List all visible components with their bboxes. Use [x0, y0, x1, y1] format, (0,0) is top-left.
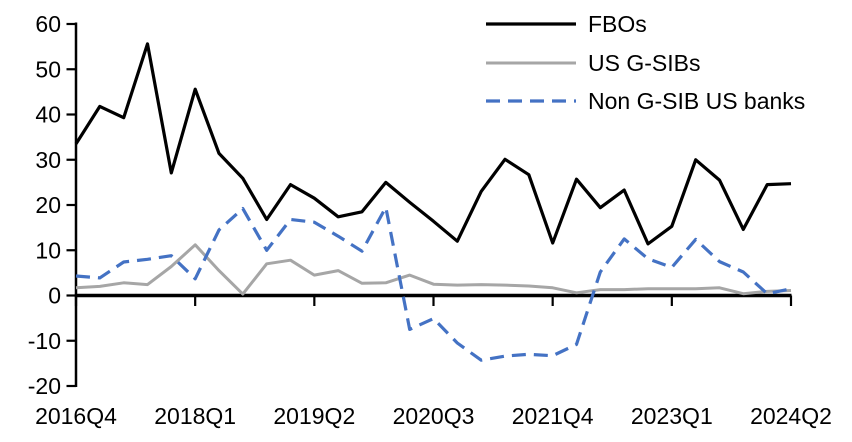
x-axis-tick-label: 2024Q2: [750, 403, 832, 429]
y-axis-tick-label: -20: [28, 373, 61, 399]
y-axis-tick-label: 50: [35, 56, 61, 82]
x-axis-tick-label: 2020Q3: [393, 403, 475, 429]
x-axis-tick-label: 2018Q1: [154, 403, 236, 429]
y-axis-tick-label: 0: [48, 283, 61, 309]
x-axis-tick-label: 2023Q1: [631, 403, 713, 429]
y-axis-tick-label: 30: [35, 147, 61, 173]
legend-label: US G-SIBs: [588, 50, 700, 76]
x-axis-tick-label: 2016Q4: [35, 403, 117, 429]
series-line-non-g-sib-us-banks: [75, 205, 792, 362]
legend-label: FBOs: [588, 11, 647, 37]
y-axis-tick-label: 10: [35, 237, 61, 263]
y-axis-tick-label: 60: [35, 11, 61, 37]
legend-item-fbos: FBOs: [486, 11, 647, 37]
series-line-fbos: [74, 42, 792, 246]
y-axis-tick-label: 40: [35, 102, 61, 128]
legend-item-non-g-sib-us-banks: Non G-SIB US banks: [486, 88, 805, 114]
legend-label: Non G-SIB US banks: [588, 88, 805, 114]
series-line-us-g-sibs: [75, 243, 792, 296]
x-axis-tick-label: 2021Q4: [512, 403, 594, 429]
y-axis-tick-label: 20: [35, 192, 61, 218]
y-axis-tick-label: -10: [28, 328, 61, 354]
legend-item-us-g-sibs: US G-SIBs: [486, 50, 700, 76]
x-axis-tick-label: 2019Q2: [273, 403, 355, 429]
